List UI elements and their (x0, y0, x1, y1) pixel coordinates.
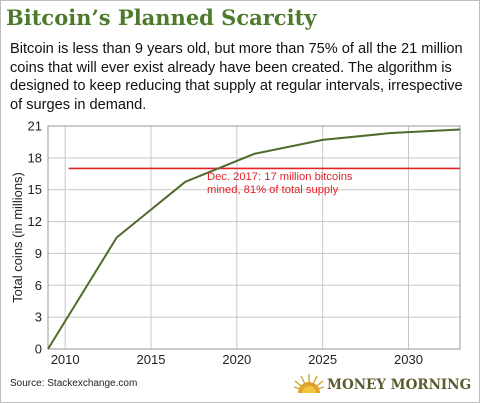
y-tick-label: 0 (35, 342, 42, 357)
grid (48, 126, 460, 349)
plot-border (47, 125, 461, 350)
chart-subtitle: Bitcoin is less than 9 years old, but mo… (10, 41, 463, 113)
y-tick-label: 21 (28, 119, 42, 134)
y-tick-label: 9 (35, 246, 42, 261)
series-line (47, 128, 461, 350)
y-axis-label: Total coins (in millions) (10, 172, 25, 303)
x-tick-label: 2030 (394, 352, 423, 367)
sunrise-logo-icon (294, 374, 324, 393)
chart-title: Bitcoin’s Planned Scarcity (6, 5, 317, 30)
x-tick-label: 2020 (222, 352, 251, 367)
tick-labels: 0 3 6 9 12 15 18 21 2010 2015 2020 2025 2030 Total co… (10, 119, 423, 368)
x-tick-label: 2025 (308, 352, 337, 367)
annotation-line-1: Dec. 2017: 17 million bitcoins (207, 171, 353, 183)
y-tick-label: 15 (28, 182, 42, 197)
series-group (47, 128, 461, 350)
logo-text: MONEY MORNING (327, 377, 472, 393)
y-tick-label: 3 (35, 310, 42, 325)
annotation-line-2: mined, 81% of total supply (207, 184, 339, 196)
x-tick-label: 2010 (51, 352, 80, 367)
axes (47, 125, 461, 350)
source-note: Source: Stackexchange.com (10, 378, 138, 389)
y-tick-label: 6 (35, 278, 42, 293)
y-tick-label: 18 (28, 150, 42, 165)
y-tick-label: 12 (28, 214, 42, 229)
x-tick-label: 2015 (137, 352, 166, 367)
